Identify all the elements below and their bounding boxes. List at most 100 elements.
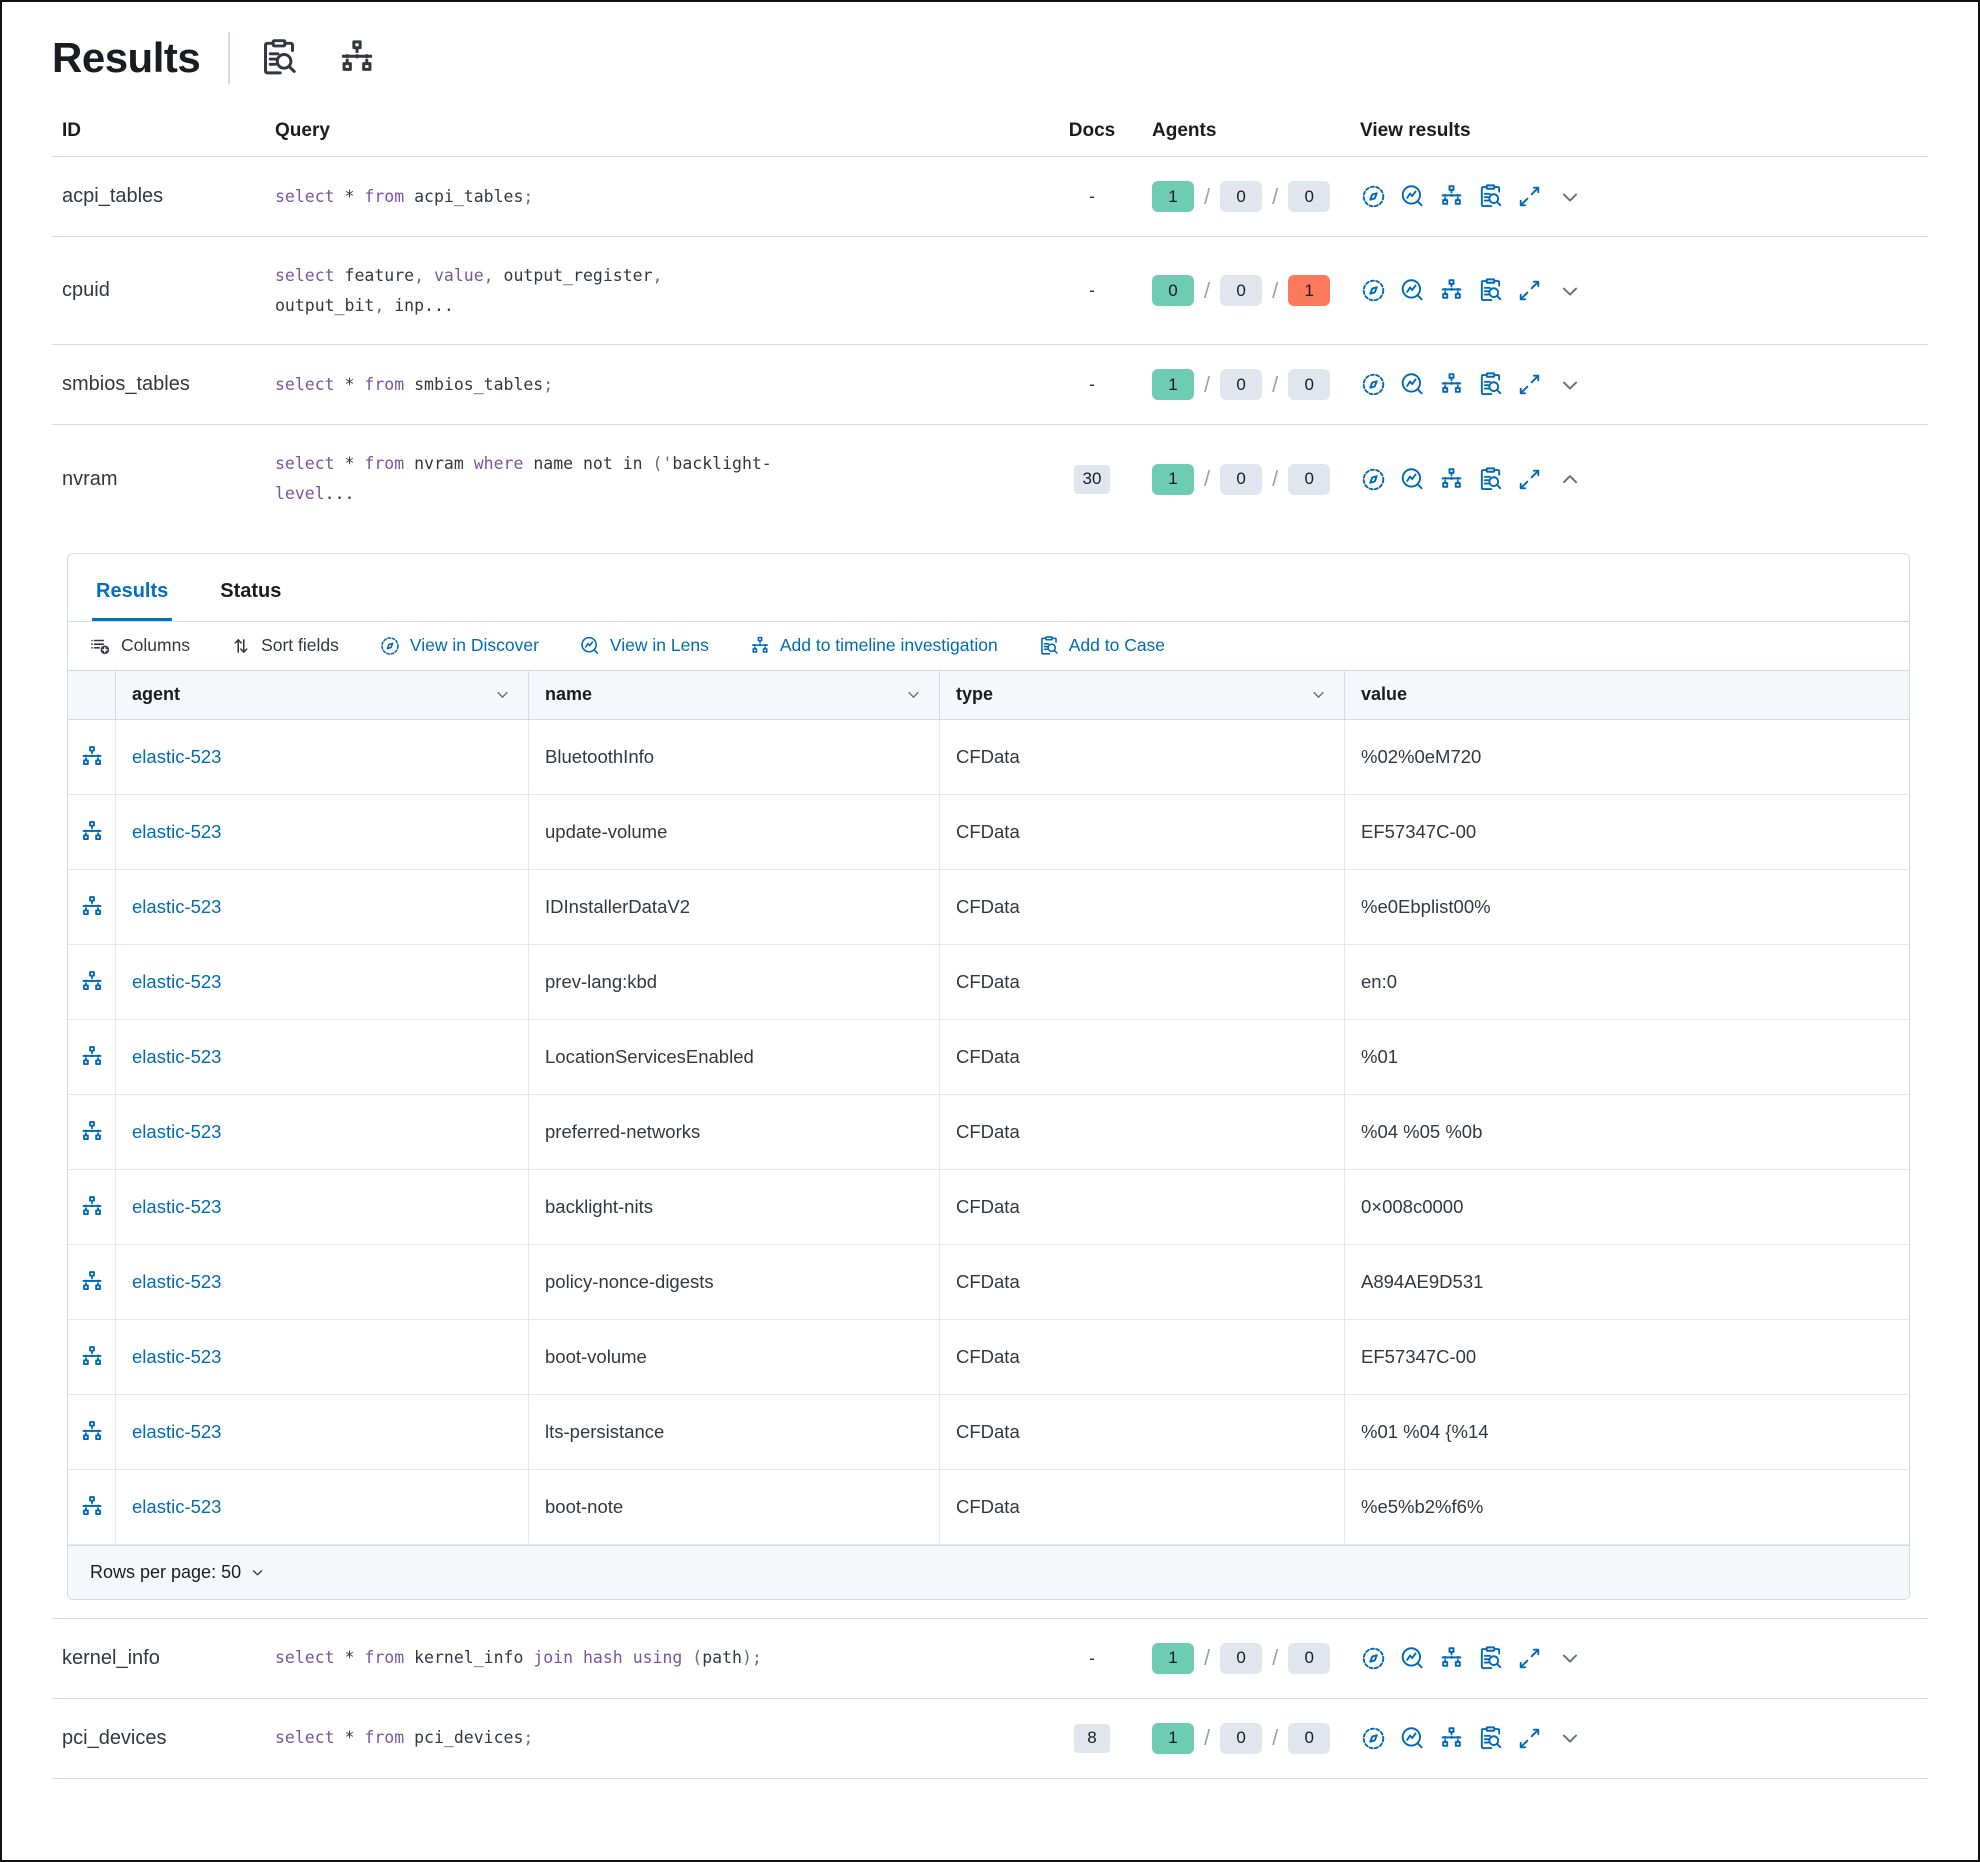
agent-link[interactable]: elastic-523: [132, 1120, 222, 1142]
add-to-timeline-icon[interactable]: [1438, 466, 1465, 493]
add-to-timeline-icon[interactable]: [1438, 183, 1465, 210]
expand-icon[interactable]: [1516, 371, 1543, 398]
agent-link[interactable]: elastic-523: [132, 1195, 222, 1217]
expand-icon[interactable]: [1516, 277, 1543, 304]
chevron-down-icon[interactable]: [249, 1564, 266, 1581]
add-to-timeline-icon[interactable]: [79, 1044, 105, 1070]
view-in-discover-icon[interactable]: [1360, 466, 1387, 493]
grid-header-value[interactable]: value: [1345, 671, 1909, 719]
tab-results[interactable]: Results: [92, 560, 173, 621]
cell-name: IDInstallerDataV2: [529, 869, 940, 944]
view-in-lens-icon[interactable]: [1399, 1725, 1426, 1752]
view-in-lens-icon[interactable]: [1399, 466, 1426, 493]
agent-link[interactable]: elastic-523: [132, 1345, 222, 1367]
add-to-case-icon[interactable]: [1477, 371, 1504, 398]
agent-link[interactable]: elastic-523: [132, 1420, 222, 1442]
add-to-timeline-icon[interactable]: [79, 1194, 105, 1220]
add-to-timeline-icon[interactable]: [1438, 371, 1465, 398]
rows-per-page[interactable]: Rows per page: 50: [90, 1561, 242, 1582]
docs-cell: -: [1032, 280, 1152, 301]
result-id: acpi_tables: [62, 185, 164, 207]
expand-row-chevron[interactable]: [1557, 278, 1583, 304]
view-in-discover-icon[interactable]: [1360, 371, 1387, 398]
agent-link[interactable]: elastic-523: [132, 1495, 222, 1517]
view-in-lens-icon[interactable]: [1399, 371, 1426, 398]
agents-success-badge: 1: [1152, 463, 1194, 495]
tab-status[interactable]: Status: [220, 579, 282, 602]
view-in-discover-icon[interactable]: [1360, 1645, 1387, 1672]
view-in-discover-button[interactable]: View in Discover: [379, 635, 539, 657]
add-to-timeline-icon[interactable]: [79, 1494, 105, 1520]
add-to-timeline-icon[interactable]: [79, 1419, 105, 1445]
cell-name: BluetoothInfo: [529, 719, 940, 794]
grid-row: elastic-523 policy-nonce-digests CFData …: [68, 1244, 1909, 1320]
expand-row-chevron[interactable]: [1557, 1725, 1583, 1751]
view-in-lens-icon[interactable]: [1399, 1645, 1426, 1672]
view-in-discover-icon[interactable]: [1360, 183, 1387, 210]
expand-icon[interactable]: [1516, 1725, 1543, 1752]
grid-header-name[interactable]: name: [529, 670, 940, 719]
agents-cell: 1 / 0 / 0: [1152, 369, 1342, 401]
add-to-timeline-icon[interactable]: [79, 1269, 105, 1295]
expand-row-chevron[interactable]: [1557, 184, 1583, 210]
add-to-case-icon[interactable]: [1477, 183, 1504, 210]
add-to-case-icon[interactable]: [258, 37, 300, 79]
agents-pending-badge: 0: [1220, 1722, 1263, 1754]
sort-fields-button[interactable]: Sort fields: [230, 635, 339, 657]
cell-type: CFData: [940, 1469, 1345, 1544]
agent-link[interactable]: elastic-523: [132, 1045, 222, 1067]
add-to-timeline-icon[interactable]: [79, 744, 105, 770]
badge-separator: /: [1272, 466, 1279, 492]
query-code: select feature, value, output_register, …: [275, 266, 663, 315]
add-to-case-button[interactable]: Add to Case: [1038, 635, 1165, 657]
expand-row-chevron[interactable]: [1557, 372, 1583, 398]
agent-link[interactable]: elastic-523: [132, 970, 222, 992]
query-code: select * from pci_devices;: [275, 1728, 534, 1748]
add-to-timeline-icon[interactable]: [79, 969, 105, 995]
add-to-timeline-icon[interactable]: [1438, 1725, 1465, 1752]
grid-footer: Rows per page: 50: [68, 1544, 1909, 1599]
expand-row-chevron[interactable]: [1557, 466, 1583, 492]
add-to-timeline-button[interactable]: Add to timeline investigation: [749, 635, 998, 657]
add-to-timeline-icon[interactable]: [79, 1344, 105, 1370]
expand-icon[interactable]: [1516, 183, 1543, 210]
view-in-discover-icon[interactable]: [1360, 277, 1387, 304]
grid-header-agent[interactable]: agent: [116, 670, 529, 719]
grid-header-name-label: name: [545, 684, 593, 705]
view-in-lens-icon[interactable]: [1399, 277, 1426, 304]
timeline-icon[interactable]: [336, 37, 378, 79]
view-results-cell: [1342, 183, 1928, 210]
grid-header-type[interactable]: type: [940, 670, 1345, 719]
add-to-timeline-icon[interactable]: [1438, 1645, 1465, 1672]
expand-icon[interactable]: [1516, 466, 1543, 493]
agent-link[interactable]: elastic-523: [132, 745, 222, 767]
expand-icon[interactable]: [1516, 1645, 1543, 1672]
add-to-timeline-icon[interactable]: [1438, 277, 1465, 304]
add-to-timeline-icon[interactable]: [79, 1119, 105, 1145]
docs-cell: -: [1032, 374, 1152, 395]
badge-separator: /: [1204, 466, 1211, 492]
columns-button[interactable]: Columns: [90, 635, 190, 657]
add-to-case-icon[interactable]: [1477, 466, 1504, 493]
agent-link[interactable]: elastic-523: [132, 820, 222, 842]
agent-link[interactable]: elastic-523: [132, 1270, 222, 1292]
title-divider: [228, 32, 231, 84]
badge-separator: /: [1272, 1725, 1279, 1751]
view-in-discover-icon[interactable]: [1360, 1725, 1387, 1752]
results-table-header: ID Query Docs Agents View results: [52, 112, 1928, 157]
result-id: cpuid: [62, 279, 110, 302]
docs-value: 8: [1074, 1723, 1110, 1753]
add-to-case-icon[interactable]: [1477, 1725, 1504, 1752]
add-to-timeline-icon[interactable]: [79, 894, 105, 920]
add-to-case-icon[interactable]: [1477, 1645, 1504, 1672]
agent-link[interactable]: elastic-523: [132, 895, 222, 917]
page-title: Results: [52, 34, 201, 81]
expand-row-chevron[interactable]: [1557, 1645, 1583, 1671]
agents-cell: 0 / 0 / 1: [1152, 275, 1342, 307]
view-in-lens-icon[interactable]: [1399, 183, 1426, 210]
add-to-case-icon[interactable]: [1477, 277, 1504, 304]
result-row: pci_devices select * from pci_devices; 8…: [52, 1699, 1928, 1778]
add-to-timeline-icon[interactable]: [79, 819, 105, 845]
view-in-lens-button[interactable]: View in Lens: [579, 635, 709, 657]
cell-type: CFData: [940, 869, 1345, 944]
